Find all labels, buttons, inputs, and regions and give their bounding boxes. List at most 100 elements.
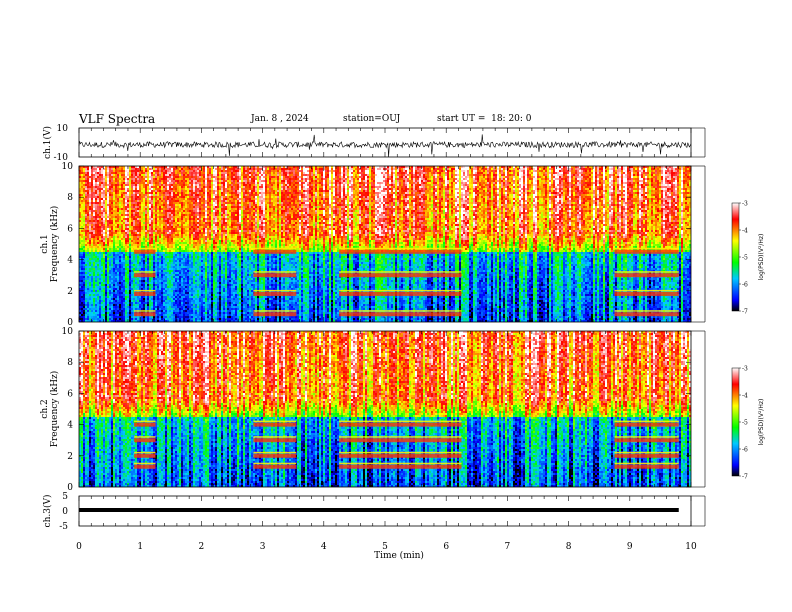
ch2-spectrogram-emission-edge <box>339 462 462 465</box>
ch1-spectrogram-ytick-label: 2 <box>67 287 73 297</box>
x-tick-label: 10 <box>685 542 697 552</box>
ch2-spectrogram-ytick-label: 0 <box>67 483 73 493</box>
ch1-spectrogram-emission-band <box>614 249 679 254</box>
ch2-spectrogram-ytick-label: 6 <box>67 389 73 399</box>
ch1-spectrogram-emission-band <box>614 291 679 296</box>
x-tick-label: 6 <box>443 542 449 552</box>
ch1-spectrogram-emission-edge <box>614 289 679 292</box>
ch1-spectrogram-ytick-label: 4 <box>67 256 73 266</box>
ch1-spectrogram-colorbar-label: log(PSD)(V²/Hz) <box>758 234 765 281</box>
x-tick-label: 5 <box>382 542 388 552</box>
chart-title: VLF Spectra <box>79 112 155 126</box>
ch2-spectrogram-emission-edge <box>134 420 156 423</box>
ch2-spectrogram-ylabel: ch.2Frequency (kHz) <box>40 371 60 448</box>
ch2-spectrogram-ytick-label: 8 <box>67 358 73 368</box>
ch1-ytick-label: 10 <box>57 124 69 134</box>
ch1-spectrogram-ylabel: ch.1Frequency (kHz) <box>40 206 60 283</box>
ch1-spectrogram-ytick-label: 6 <box>67 224 73 234</box>
ch3-ytick-label: 0 <box>62 507 68 517</box>
ch1-spectrogram-emission-band <box>339 273 462 278</box>
x-tick-label: 3 <box>260 542 266 552</box>
ch2-spectrogram-emission-edge <box>339 436 462 438</box>
x-tick-label: 2 <box>199 542 205 552</box>
ch1-spectrogram-colorbar-tick: -7 <box>742 309 748 316</box>
ch2-spectrogram-emission-band <box>253 453 297 458</box>
ch2-spectrogram-emission-edge <box>134 462 156 465</box>
ch1-spectrogram-emission-edge <box>339 271 462 273</box>
ch3-ytick-label: 5 <box>62 492 68 502</box>
date-label: Jan. 8 , 2024 <box>251 114 309 124</box>
ch1-spectrogram-emission-band <box>614 312 679 317</box>
ch2-spectrogram-emission-edge <box>614 451 679 454</box>
ch2-spectrogram-emission-band <box>614 453 679 458</box>
ch1-spectrogram-emission-band <box>134 312 156 317</box>
ch1-spectrogram-emission-band <box>339 249 462 254</box>
ch1-spectrogram-colorbar-tick: -5 <box>742 255 748 262</box>
ch1-spectrogram-emission-edge <box>253 271 297 273</box>
ch1-spectrogram-emission-edge <box>134 271 156 273</box>
ch2-spectrogram-emission-edge <box>134 451 156 454</box>
ch1-spectrogram-emission-band <box>253 249 297 254</box>
ch1-waveform-line <box>78 134 692 158</box>
ch2-spectrogram-emission-band <box>253 438 297 443</box>
ch2-spectrogram-emission-band <box>614 438 679 443</box>
ch2-spectrogram-emission-edge <box>253 451 297 454</box>
ch2-spectrogram-emission-edge <box>253 436 297 438</box>
ch2-spectrogram-colorbar-tick: -6 <box>742 447 748 454</box>
ch2-spectrogram-ytick-label: 4 <box>67 421 73 431</box>
ch1-spectrogram-emission-edge <box>253 310 297 312</box>
ch2-spectrogram-emission-band <box>134 422 156 427</box>
ch1-spectrogram-emission-edge <box>339 247 462 250</box>
ch1-spectrogram-emission-band <box>134 273 156 278</box>
ch2-spectrogram-emission-edge <box>253 420 297 423</box>
ch2-spectrogram-emission-edge <box>614 462 679 465</box>
ch1-spectrogram-emission-edge <box>253 247 297 250</box>
ch2-spectrogram-emission-edge <box>614 436 679 438</box>
start-time-label: start UT = 18: 20: 0 <box>437 114 532 124</box>
ch1-spectrogram-colorbar-tick: -4 <box>742 228 748 235</box>
ch1-spectrogram-emission-band <box>253 273 297 278</box>
ch2-spectrogram-emission-band <box>253 422 297 427</box>
ch2-spectrogram-emission-band <box>134 464 156 469</box>
ch1-spectrogram-emission-edge <box>614 310 679 312</box>
ch1-spectrogram-emission-edge <box>134 289 156 292</box>
ch1-spectrogram-ytick-label: 8 <box>67 193 73 203</box>
station-label: station=OUJ <box>343 114 400 124</box>
ch2-spectrogram-emission-edge <box>339 420 462 423</box>
ch1-spectrogram-cells <box>79 166 691 322</box>
ch2-spectrogram-colorbar <box>731 367 740 477</box>
ch2-spectrogram-ytick-label: 2 <box>67 452 73 462</box>
ch1-spectrogram-emission-band <box>253 312 297 317</box>
ch1-spectrogram-emission-band <box>339 291 462 296</box>
ch2-spectrogram-emission-band <box>253 464 297 469</box>
ch1-spectrogram-colorbar-tick: -6 <box>742 282 748 289</box>
ch2-spectrogram-colorbar-tick: -3 <box>742 366 748 373</box>
x-tick-label: 4 <box>321 542 327 552</box>
ch1-spectrogram-emission-band <box>339 312 462 317</box>
ch2-spectrogram-emission-band <box>339 464 462 469</box>
ch2-spectrogram-emission-edge <box>339 451 462 454</box>
x-tick-label: 9 <box>627 542 633 552</box>
ch1-spectrogram-emission-edge <box>134 310 156 312</box>
ch1-spectrogram-emission-edge <box>339 289 462 292</box>
ch3-ylabel: ch.3(V) <box>42 495 53 528</box>
ch2-spectrogram-emission-edge <box>134 436 156 438</box>
x-tick-label: 0 <box>76 542 82 552</box>
ch2-spectrogram-colorbar-tick: -7 <box>742 474 748 481</box>
ch2-spectrogram-emission-band <box>134 438 156 443</box>
ch1-spectrogram-colorbar-tick: -3 <box>742 201 748 208</box>
ch2-spectrogram-emission-band <box>339 438 462 443</box>
ch2-spectrogram-emission-band <box>614 422 679 427</box>
ch1-spectrogram-emission-edge <box>614 271 679 273</box>
ch1-spectrogram-emission-edge <box>339 310 462 312</box>
ch2-spectrogram-emission-band <box>339 453 462 458</box>
ch1-spectrogram-ytick-label: 0 <box>67 318 73 328</box>
ch2-spectrogram-colorbar-tick: -4 <box>742 393 748 400</box>
ch1-ylabel: ch.1(V) <box>42 126 53 159</box>
ch1-spectrogram-emission-band <box>253 291 297 296</box>
ch2-spectrogram-ytick-label: 10 <box>62 327 74 337</box>
x-tick-label: 1 <box>137 542 143 552</box>
ch2-spectrogram-emission-band <box>339 422 462 427</box>
ch1-spectrogram-emission-band <box>134 291 156 296</box>
